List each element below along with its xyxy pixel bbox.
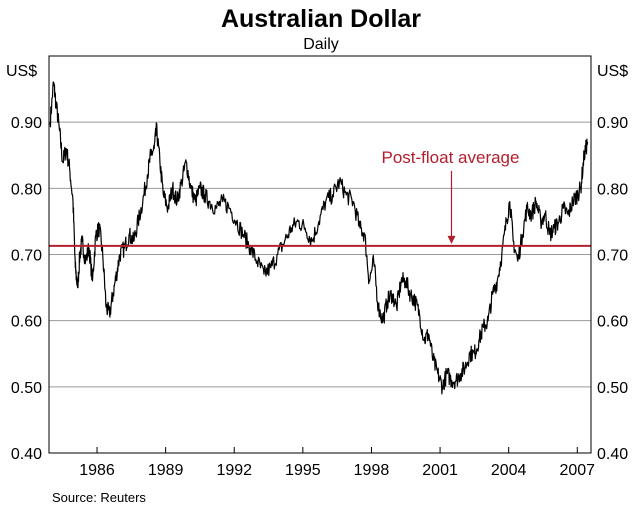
y-tick-label-right: 0.90 bbox=[597, 115, 628, 132]
y-tick-label-right: 0.80 bbox=[597, 181, 628, 198]
y-tick-label-left: 0.90 bbox=[11, 115, 42, 132]
y-axis-right: 0.40 0.50 0.60 0.70 0.80 0.90 bbox=[597, 115, 628, 463]
x-tick-label: 1995 bbox=[285, 462, 321, 479]
y-tick-label-right: 0.50 bbox=[597, 380, 628, 397]
x-tick-label: 2001 bbox=[422, 462, 458, 479]
y-tick-label-left: 0.80 bbox=[11, 181, 42, 198]
annotation-arrow-head bbox=[447, 235, 456, 244]
source-note: Source: Reuters bbox=[52, 490, 146, 505]
y-tick-label-left: 0.70 bbox=[11, 248, 42, 265]
plot-frame bbox=[48, 55, 592, 454]
y-axis-unit-left: US$ bbox=[6, 63, 37, 80]
post-float-average-label: Post-float average bbox=[382, 148, 520, 167]
chart-subtitle: Daily bbox=[303, 36, 339, 53]
x-tick-label: 2004 bbox=[491, 462, 527, 479]
y-tick-label-right: 0.60 bbox=[597, 314, 628, 331]
y-tick-label-left: 0.50 bbox=[11, 380, 42, 397]
y-tick-label-right: 0.40 bbox=[597, 446, 628, 463]
y-tick-label-left: 0.40 bbox=[11, 446, 42, 463]
y-tick-label-right: 0.70 bbox=[597, 248, 628, 265]
annotation-layer: Post-float average bbox=[382, 148, 520, 244]
gridlines bbox=[49, 121, 591, 388]
x-tick-label: 2007 bbox=[559, 462, 595, 479]
x-tick-label: 1986 bbox=[79, 462, 115, 479]
y-tick-label-left: 0.60 bbox=[11, 314, 42, 331]
series-layer bbox=[49, 81, 591, 395]
x-tick-label: 1989 bbox=[148, 462, 184, 479]
series-aud-usd-line bbox=[49, 81, 589, 395]
x-tick-label: 1998 bbox=[354, 462, 390, 479]
y-axis-unit-right: US$ bbox=[597, 63, 628, 80]
chart-title: Australian Dollar bbox=[221, 5, 421, 33]
x-tick-label: 1992 bbox=[216, 462, 252, 479]
y-axis-left: 0.40 0.50 0.60 0.70 0.80 0.90 bbox=[11, 115, 42, 463]
x-axis: 1986 1989 1992 1995 1998 2001 2004 2007 bbox=[79, 447, 595, 479]
